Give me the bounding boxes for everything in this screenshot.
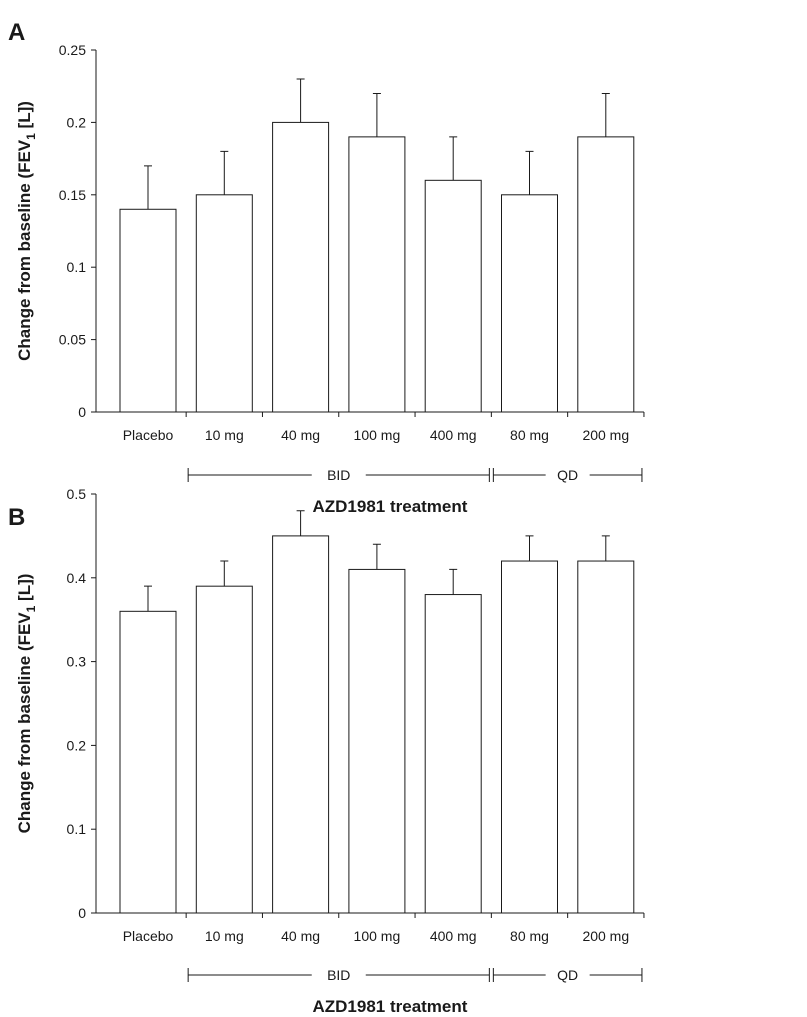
y-tick-label: 0.2 <box>67 737 87 753</box>
x-tick-label: 200 mg <box>582 427 629 443</box>
bar <box>195 194 253 413</box>
y-axis-title-subscript: 1 <box>24 133 38 140</box>
panel-label: A <box>8 19 25 46</box>
group-bracket-line <box>187 968 490 982</box>
bar <box>119 610 177 914</box>
error-bar <box>296 510 305 536</box>
y-tick-label: 0.05 <box>59 332 86 348</box>
y-axis-title: Change from baseline (FEV1 [L]) <box>15 101 38 361</box>
error-bar <box>372 543 381 570</box>
error-bar <box>601 92 610 137</box>
x-tick-label: 10 mg <box>205 928 244 944</box>
group-bracket-line <box>492 468 643 482</box>
y-tick-label: 0.3 <box>67 654 87 670</box>
y-tick-label: 0 <box>78 404 86 420</box>
group-bracket-line <box>187 468 490 482</box>
bar <box>424 179 482 413</box>
group-label: BID <box>327 967 350 983</box>
x-tick-label: 400 mg <box>430 928 477 944</box>
error-bar <box>525 535 534 562</box>
x-tick-label: Placebo <box>123 427 174 443</box>
y-axis-title-main: Change from baseline (FEV <box>15 612 34 834</box>
error-bar <box>449 568 458 595</box>
bar <box>501 194 558 413</box>
x-tick-label: Placebo <box>123 928 174 944</box>
group-label: BID <box>327 467 350 483</box>
error-bar <box>296 78 305 123</box>
group-bracket-qd: QD <box>492 467 643 483</box>
error-bar <box>144 585 152 612</box>
bar <box>272 121 330 413</box>
y-tick-label: 0 <box>78 905 86 921</box>
x-tick-label: 10 mg <box>205 427 244 443</box>
y-axis-title-main: Change from baseline (FEV <box>15 139 34 361</box>
x-tick-label: 200 mg <box>582 928 629 944</box>
group-bracket-bid: BID <box>187 467 490 483</box>
bar <box>577 560 635 914</box>
group-bracket-line <box>492 968 643 982</box>
x-tick-label: 100 mg <box>354 427 401 443</box>
group-bracket-qd: QD <box>492 967 643 983</box>
y-tick-label: 0.25 <box>59 42 86 58</box>
error-bar <box>220 560 229 587</box>
y-tick-label: 0.15 <box>59 187 86 203</box>
error-bar <box>525 150 534 195</box>
y-tick-label: 0.1 <box>67 821 87 837</box>
x-tick-label: 80 mg <box>510 427 549 443</box>
x-tick-label: 40 mg <box>281 928 320 944</box>
x-tick-label: 40 mg <box>281 427 320 443</box>
x-axis-title: AZD1981 treatment <box>312 497 467 516</box>
bar <box>348 136 406 413</box>
group-label: QD <box>557 467 578 483</box>
error-bar <box>144 165 152 210</box>
error-bar <box>601 535 610 562</box>
panel-a: A 0 0.05 0.1 0.15 0.2 0.25 Placebo 10 mg 40 mg 100… <box>8 19 645 516</box>
bar <box>577 136 635 413</box>
bar <box>195 585 253 914</box>
panel-label: B <box>8 504 25 531</box>
y-axis-title-tail: [L]) <box>15 574 34 606</box>
bar <box>119 208 177 413</box>
y-tick-label: 0.5 <box>67 486 87 502</box>
x-tick-label: 400 mg <box>430 427 477 443</box>
error-bar <box>220 150 229 195</box>
error-bar <box>372 92 381 137</box>
bar <box>272 535 330 914</box>
y-tick-label: 0.4 <box>67 570 87 586</box>
x-tick-label: 100 mg <box>354 928 401 944</box>
y-tick-label: 0.1 <box>67 259 87 275</box>
x-tick-label: 80 mg <box>510 928 549 944</box>
x-axis-title: AZD1981 treatment <box>312 997 467 1016</box>
bar <box>501 560 558 914</box>
group-label: QD <box>557 967 578 983</box>
bar <box>348 568 406 914</box>
y-axis-title-tail: [L]) <box>15 101 34 133</box>
y-axis-title-subscript: 1 <box>24 605 38 612</box>
y-tick-label: 0.2 <box>67 114 87 130</box>
group-bracket-bid: BID <box>187 967 490 983</box>
error-bar <box>449 136 458 181</box>
y-axis-title: Change from baseline (FEV1 [L]) <box>15 574 38 834</box>
panel-b: B 0 0.1 0.2 0.3 0.4 0.5 Placebo 10 mg 40 mg 100 mg… <box>8 486 645 1016</box>
bar <box>424 594 482 914</box>
